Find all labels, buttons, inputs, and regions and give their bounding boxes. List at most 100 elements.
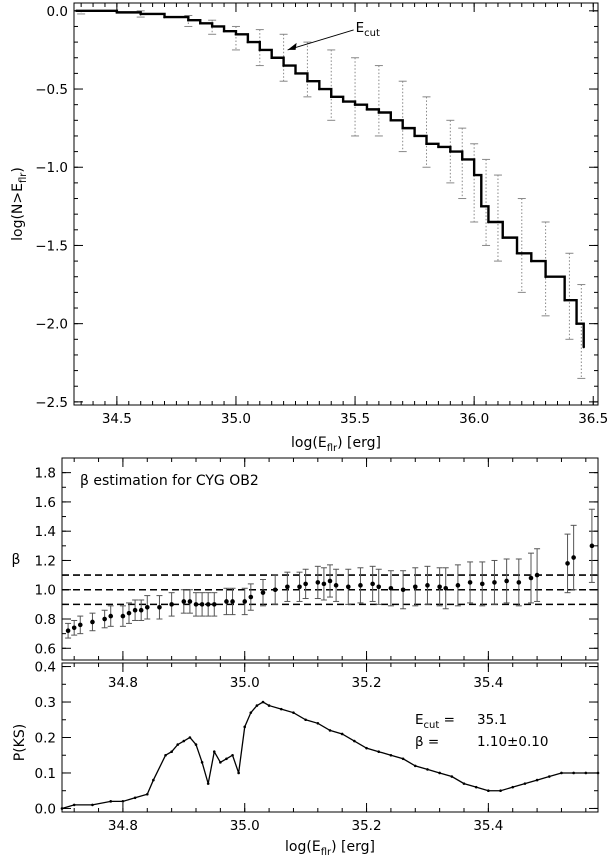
- data-point: [425, 583, 430, 588]
- data-point: [370, 581, 375, 587]
- ks-point: [389, 753, 393, 757]
- data-point: [272, 587, 278, 593]
- step-point: [377, 111, 381, 114]
- x-tick-label: 34.8: [108, 675, 138, 691]
- data-point: [126, 610, 132, 616]
- step-point: [389, 119, 392, 122]
- data-point: [120, 613, 126, 619]
- ks-point: [340, 732, 344, 736]
- step-point: [282, 64, 285, 67]
- data-point: [412, 584, 418, 590]
- y-tick-label: −1.0: [35, 160, 68, 176]
- data-point: [571, 555, 576, 560]
- annotation-arrow: [287, 29, 354, 51]
- step-point: [75, 9, 78, 13]
- annotation-value: 35.1: [477, 712, 507, 728]
- data-point: [315, 580, 321, 585]
- ks-point: [353, 739, 356, 743]
- step-point: [501, 236, 504, 239]
- step-point: [341, 100, 345, 103]
- data-point: [199, 602, 205, 607]
- x-tick-label: 34.5: [102, 411, 132, 427]
- ks-point: [438, 771, 441, 775]
- ks-point: [377, 750, 381, 753]
- y-tick-label: 1.2: [35, 553, 56, 569]
- ks-point: [225, 757, 228, 761]
- annotation-ecut: Ecut: [356, 20, 380, 39]
- ks-point: [401, 757, 405, 761]
- data-point: [144, 605, 150, 610]
- data-point: [297, 584, 302, 590]
- ks-point: [304, 718, 307, 722]
- ks-point: [249, 711, 253, 714]
- ks-point: [170, 750, 173, 753]
- x-tick-label: 35.0: [230, 675, 260, 691]
- ks-point: [474, 785, 478, 789]
- ks-point: [91, 803, 94, 807]
- ks-point: [212, 750, 216, 753]
- ks-point: [328, 729, 332, 732]
- ks-point: [499, 789, 502, 793]
- ks-point: [164, 753, 167, 757]
- ks-point: [145, 792, 149, 796]
- annotation-label: Ecut =: [415, 712, 455, 731]
- step-point: [365, 108, 369, 111]
- x-tick-label: 35.2: [352, 675, 382, 691]
- data-point: [400, 587, 406, 593]
- data-point: [358, 583, 363, 588]
- step-point: [163, 15, 166, 19]
- step-point: [515, 252, 519, 255]
- data-point: [455, 583, 461, 588]
- ks-point: [109, 800, 113, 803]
- ks-point: [60, 807, 64, 810]
- x-axis-label: log(Eflr) [erg]: [291, 435, 381, 454]
- step-point: [246, 40, 250, 44]
- annotation-label: β =: [415, 734, 439, 750]
- panel-ks: 34.8 34.8 35.0 35.0 35.2 35.2 35.4 35.4 0.0 0.1 0.…: [12, 660, 600, 858]
- y-tick-label: 0.0: [47, 4, 68, 20]
- data-point: [187, 599, 193, 604]
- ks-point: [426, 768, 429, 771]
- y-tick-label: 1.6: [35, 495, 56, 511]
- data-point: [443, 585, 449, 591]
- ks-line: [61, 701, 598, 810]
- data-point: [248, 594, 254, 600]
- step-point: [294, 72, 297, 75]
- cumulative-step-line: [76, 9, 585, 348]
- ks-point: [279, 707, 283, 711]
- step-point: [115, 11, 119, 14]
- y-tick-label: 1.0: [35, 583, 56, 599]
- step-point: [234, 33, 238, 36]
- step-point: [139, 12, 142, 16]
- step-point: [401, 126, 404, 130]
- data-point: [285, 584, 290, 590]
- ks-point: [188, 736, 192, 739]
- panel-beta: 0.6 0.8 1.0 1.2 1.4 1.6 1.8 β estimation for CY…: [12, 457, 599, 661]
- step-point: [480, 205, 483, 208]
- data-point: [534, 572, 540, 578]
- step-point: [425, 142, 428, 145]
- step-point: [530, 259, 533, 263]
- ks-point: [535, 778, 539, 782]
- y-tick-label: −0.5: [35, 82, 68, 98]
- step-point: [318, 87, 321, 91]
- x-tick-label: 35.4: [473, 675, 503, 691]
- y-tick-label: 0.2: [35, 731, 56, 747]
- y-axis-label: P(KS): [12, 724, 28, 761]
- ks-point: [450, 775, 454, 778]
- ks-point: [200, 761, 204, 764]
- y-tick-label: 1.8: [35, 466, 56, 482]
- ks-point: [72, 803, 76, 807]
- ks-point: [133, 796, 137, 800]
- x-axis-label: log(Eflr) [erg]: [285, 839, 375, 858]
- ks-point: [584, 771, 588, 775]
- x-tick-label: 35.4: [473, 818, 503, 834]
- data-point: [345, 584, 351, 590]
- data-point: [77, 622, 83, 628]
- ks-point: [560, 771, 563, 775]
- data-point: [102, 616, 107, 622]
- step-point: [575, 322, 578, 325]
- x-tick-label: 35.5: [340, 411, 370, 427]
- step-point: [437, 145, 440, 149]
